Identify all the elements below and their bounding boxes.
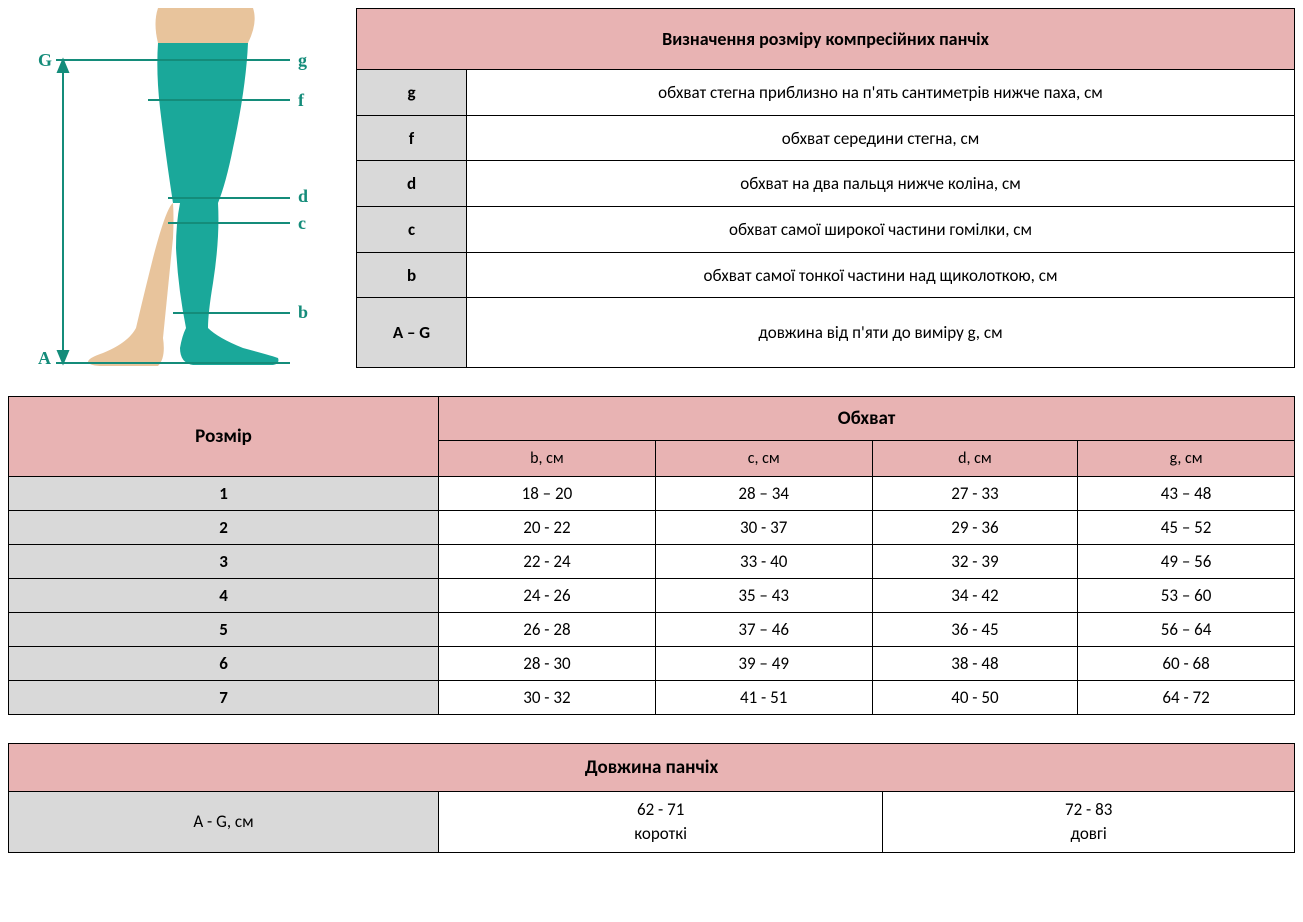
size-7-col-2: 40 - 50 [872, 681, 1078, 715]
sizes-col-2: d, см [872, 441, 1078, 477]
def-desc-f: обхват середини стегна, см [467, 115, 1295, 161]
sizes-col-3: g, см [1078, 441, 1295, 477]
size-3-col-0: 22 - 24 [439, 545, 656, 579]
sizes-header-size: Розмір [9, 397, 439, 477]
size-7-col-0: 30 - 32 [439, 681, 656, 715]
length-option-1: 72 - 83 довгі [883, 792, 1295, 853]
length-label-1: довгі [1071, 823, 1107, 844]
def-key-d: d [357, 161, 467, 207]
length-table: Довжина панчіх A - G, см 62 - 71 короткі… [8, 743, 1295, 853]
length-key: A - G, см [9, 792, 439, 853]
size-6-col-1: 39 – 49 [655, 647, 872, 681]
size-3-col-1: 33 - 40 [655, 545, 872, 579]
def-key-f: f [357, 115, 467, 161]
diagram-label-g: g [298, 50, 307, 71]
size-3-col-3: 49 – 56 [1078, 545, 1295, 579]
size-5-col-1: 37 – 46 [655, 613, 872, 647]
diagram-label-d: d [298, 186, 308, 207]
size-2-col-2: 29 - 36 [872, 511, 1078, 545]
def-key-b: b [357, 252, 467, 298]
size-1-col-2: 27 - 33 [872, 477, 1078, 511]
size-2-col-1: 30 - 37 [655, 511, 872, 545]
size-5-col-3: 56 – 64 [1078, 613, 1295, 647]
size-4-col-3: 53 – 60 [1078, 579, 1295, 613]
length-range-0: 62 - 71 [637, 799, 684, 820]
size-6-col-3: 60 - 68 [1078, 647, 1295, 681]
size-2-col-3: 45 – 52 [1078, 511, 1295, 545]
def-key-A – G: A – G [357, 298, 467, 368]
size-6-col-0: 28 - 30 [439, 647, 656, 681]
diagram-label-G: G [38, 50, 52, 71]
sizes-header-girth: Обхват [439, 397, 1295, 441]
diagram-label-c: c [298, 213, 306, 234]
size-row-6: 6 [9, 647, 439, 681]
definitions-table: Визначення розміру компресійних панчіх g… [356, 8, 1295, 368]
size-4-col-1: 35 – 43 [655, 579, 872, 613]
length-label-0: короткі [634, 823, 687, 844]
size-4-col-2: 34 - 42 [872, 579, 1078, 613]
length-option-0: 62 - 71 короткі [439, 792, 883, 853]
size-4-col-0: 24 - 26 [439, 579, 656, 613]
leg-diagram: G g f d c b A [8, 8, 338, 368]
def-desc-g: обхват стегна приблизно на п'ять сантиме… [467, 70, 1295, 116]
length-title: Довжина панчіх [9, 744, 1295, 792]
size-1-col-1: 28 – 34 [655, 477, 872, 511]
size-6-col-2: 38 - 48 [872, 647, 1078, 681]
diagram-label-A: A [38, 348, 51, 369]
size-5-col-2: 36 - 45 [872, 613, 1078, 647]
size-row-7: 7 [9, 681, 439, 715]
size-row-5: 5 [9, 613, 439, 647]
def-desc-b: обхват самої тонкої частини над щиколотк… [467, 252, 1295, 298]
def-key-c: c [357, 207, 467, 253]
size-row-3: 3 [9, 545, 439, 579]
def-desc-d: обхват на два пальця нижче коліна, см [467, 161, 1295, 207]
size-row-1: 1 [9, 477, 439, 511]
size-3-col-2: 32 - 39 [872, 545, 1078, 579]
def-key-g: g [357, 70, 467, 116]
size-1-col-3: 43 – 48 [1078, 477, 1295, 511]
sizes-table: Розмір Обхват b, смc, смd, смg, см 118 –… [8, 396, 1295, 715]
length-range-1: 72 - 83 [1065, 799, 1112, 820]
sizes-col-1: c, см [655, 441, 872, 477]
diagram-label-f: f [298, 90, 304, 111]
size-row-2: 2 [9, 511, 439, 545]
size-1-col-0: 18 – 20 [439, 477, 656, 511]
definitions-title: Визначення розміру компресійних панчіх [357, 9, 1295, 70]
sizes-col-0: b, см [439, 441, 656, 477]
size-7-col-1: 41 - 51 [655, 681, 872, 715]
def-desc-A – G: довжина від п'яти до виміру g, см [467, 298, 1295, 368]
diagram-label-b: b [298, 302, 308, 323]
size-7-col-3: 64 - 72 [1078, 681, 1295, 715]
size-2-col-0: 20 - 22 [439, 511, 656, 545]
size-5-col-0: 26 - 28 [439, 613, 656, 647]
size-row-4: 4 [9, 579, 439, 613]
def-desc-c: обхват самої широкої частини гомілки, см [467, 207, 1295, 253]
